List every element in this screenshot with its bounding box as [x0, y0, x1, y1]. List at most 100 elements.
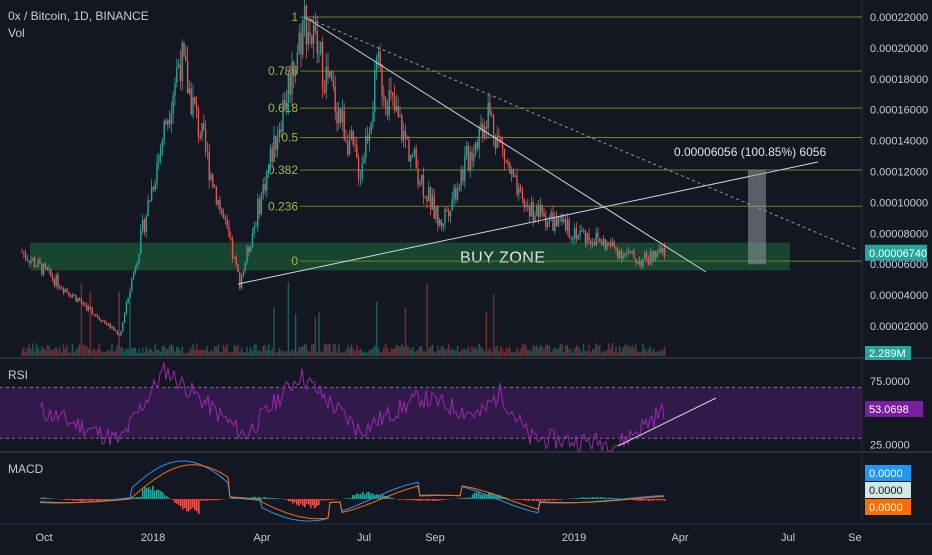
candle-body — [515, 176, 516, 177]
volume-bar — [264, 345, 265, 356]
volume-bar — [662, 350, 663, 356]
candle-body — [428, 187, 429, 201]
candle-body — [237, 264, 238, 272]
volume-bar — [126, 349, 127, 356]
macd-histogram-bar — [348, 498, 350, 499]
macd-histogram-bar — [66, 499, 68, 500]
candle-body — [423, 175, 424, 196]
volume-bar — [396, 345, 397, 356]
volume-bar — [419, 347, 420, 356]
macd-histogram-bar — [432, 499, 434, 501]
volume-bar — [362, 352, 363, 356]
candle-body — [110, 324, 111, 329]
time-tick-label: Sep — [425, 532, 445, 544]
macd-histogram-bar — [658, 499, 660, 500]
volume-bar — [378, 347, 379, 356]
candle-body — [590, 241, 591, 244]
candle-body — [273, 136, 274, 162]
candle-body — [425, 196, 426, 197]
volume-bar — [113, 352, 114, 356]
macd-histogram-bar — [102, 499, 104, 500]
volume-bar — [149, 348, 150, 356]
macd-histogram-bar — [94, 499, 96, 500]
volume-bar — [237, 345, 238, 356]
macd-histogram-bar — [76, 499, 78, 500]
volume-bar — [286, 351, 287, 356]
volume-bar — [659, 352, 660, 356]
candle-body — [421, 175, 422, 182]
macd-histogram-bar — [202, 499, 204, 501]
candle-body — [140, 230, 141, 254]
volume-bar — [185, 353, 186, 356]
volume-bar — [83, 345, 84, 356]
volume-bar — [547, 345, 548, 356]
volume-bar — [93, 348, 94, 356]
candle-body — [115, 330, 116, 331]
macd-histogram-bar — [582, 497, 584, 499]
rsi-tick-label: 75.0000 — [870, 376, 910, 388]
candle-body — [529, 206, 530, 216]
volume-bar — [365, 352, 366, 356]
volume-bar — [414, 351, 415, 356]
macd-histogram-bar — [514, 499, 516, 500]
candle-body — [624, 253, 625, 256]
volume-bar — [516, 348, 517, 356]
volume-bar — [41, 346, 42, 356]
volume-bar — [48, 346, 49, 356]
candle-body — [286, 102, 287, 110]
volume-bar — [385, 344, 386, 356]
candle-body — [605, 239, 606, 249]
candle-body — [320, 42, 321, 53]
volume-bar — [81, 283, 82, 356]
volume-bar — [444, 349, 445, 356]
rsi-label: RSI — [8, 368, 28, 382]
candle-body — [97, 315, 98, 317]
candle-body — [572, 239, 573, 240]
volume-bar — [585, 351, 586, 356]
candle-body — [90, 307, 91, 309]
macd-histogram-bar — [534, 499, 536, 501]
volume-bar — [576, 345, 577, 356]
volume-bar — [135, 348, 136, 356]
macd-histogram-bar — [572, 498, 574, 499]
volume-bar — [146, 347, 147, 356]
candle-body — [558, 216, 559, 225]
candle-body — [135, 268, 136, 272]
candle-body — [122, 323, 123, 331]
candle-body — [171, 113, 172, 124]
candle-body — [570, 237, 571, 238]
volume-bar — [641, 352, 642, 356]
volume-bar — [650, 346, 651, 356]
volume-bar — [201, 350, 202, 356]
candle-body — [209, 151, 210, 180]
macd-histogram-bar — [298, 499, 300, 506]
volume-bar — [198, 350, 199, 356]
candle-body — [120, 331, 121, 335]
price-axis[interactable]: 0.000220000.000200000.000180000.00016000… — [865, 12, 928, 360]
volume-bar — [311, 344, 312, 356]
macd-histogram-bar — [74, 499, 76, 501]
volume-bar — [477, 350, 478, 356]
volume-bar — [594, 349, 595, 356]
candle-body — [628, 251, 629, 253]
macd-histogram-bar — [602, 498, 604, 499]
candle-body — [252, 233, 253, 247]
volume-bar — [452, 349, 453, 356]
candle-body — [318, 53, 319, 54]
candle-body — [650, 252, 651, 265]
volume-bar — [644, 349, 645, 356]
candle-body — [315, 25, 316, 31]
volume-bar — [581, 353, 582, 356]
candle-body — [160, 148, 161, 155]
price-tick-label: 0.00004000 — [870, 290, 928, 302]
macd-histogram-bar — [166, 496, 168, 499]
candle-body — [486, 127, 487, 129]
volume-bar — [486, 312, 487, 356]
macd-histogram-bar — [306, 499, 308, 504]
volume-bar — [189, 350, 190, 356]
price-tick-label: 0.00006000 — [870, 259, 928, 271]
measure-label: 0.00006056 (100.85%) 6056 — [674, 145, 826, 159]
candle-body — [360, 178, 361, 179]
